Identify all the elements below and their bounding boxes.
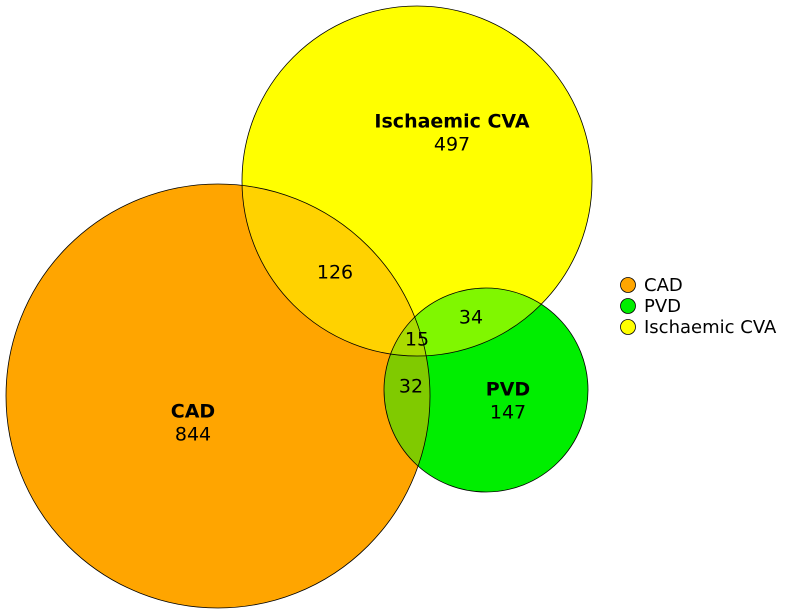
intersection-count: 32 bbox=[399, 376, 423, 398]
intersection-count: 126 bbox=[317, 262, 353, 284]
legend-label: PVD bbox=[644, 296, 681, 317]
legend-label: Ischaemic CVA bbox=[644, 317, 777, 338]
intersection-region bbox=[242, 184, 430, 356]
set-count: 497 bbox=[434, 134, 470, 156]
set-count: 844 bbox=[175, 424, 211, 446]
set-outline bbox=[241, 5, 593, 357]
legend-marker bbox=[620, 298, 636, 314]
intersection-count: 34 bbox=[459, 307, 483, 329]
set-label: Ischaemic CVA bbox=[374, 111, 529, 133]
set-label: PVD bbox=[486, 379, 530, 401]
set-count: 147 bbox=[490, 402, 526, 424]
intersection-count: 15 bbox=[405, 329, 429, 351]
set-outline bbox=[5, 183, 431, 609]
set-outline bbox=[383, 287, 589, 493]
set-label: CAD bbox=[171, 401, 215, 423]
legend-marker bbox=[620, 277, 636, 293]
legend-marker bbox=[620, 319, 636, 335]
legend-label: CAD bbox=[644, 275, 683, 296]
